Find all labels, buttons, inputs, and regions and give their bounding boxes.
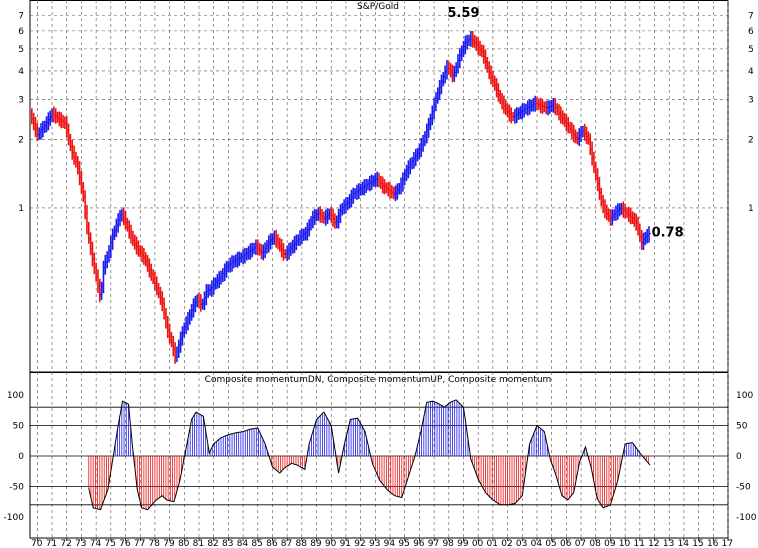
x-tick-label: 00 bbox=[472, 539, 484, 548]
x-tick-label: 91 bbox=[340, 539, 351, 548]
x-tick-label: 81 bbox=[193, 539, 204, 548]
x-tick-label: 96 bbox=[413, 539, 425, 548]
x-tick-label: 74 bbox=[90, 539, 102, 548]
y-tick-label-left: 1 bbox=[18, 204, 24, 214]
x-tick-label: 70 bbox=[31, 539, 43, 548]
x-tick-label: 84 bbox=[237, 539, 249, 548]
y-tick-label-right: 2 bbox=[748, 135, 754, 145]
x-tick-label: 98 bbox=[442, 539, 454, 548]
momentum-tick-left: 100 bbox=[7, 391, 24, 401]
y-tick-label-right: 7 bbox=[748, 12, 754, 22]
x-tick-label: 78 bbox=[149, 539, 161, 548]
x-tick-label: 75 bbox=[104, 539, 115, 548]
momentum-tick-left: 0 bbox=[18, 452, 24, 462]
x-tick-label: 95 bbox=[398, 539, 409, 548]
momentum-tick-right: 100 bbox=[736, 391, 753, 401]
annotation-label: 5.59 bbox=[447, 6, 479, 21]
x-tick-label: 15 bbox=[692, 539, 703, 548]
x-tick-label: 92 bbox=[354, 539, 365, 548]
x-tick-label: 16 bbox=[707, 539, 719, 548]
price-ratio-panel: 1 1 2 2 3 3 4 4 5 5 6 6 7 7 S&P/Gold 5.59 0.78 bbox=[18, 0, 754, 373]
x-tick-label: 93 bbox=[369, 539, 380, 548]
momentum-tick-right: -50 bbox=[736, 483, 751, 493]
x-tick-label: 11 bbox=[633, 539, 644, 548]
x-tick-label: 13 bbox=[663, 539, 674, 548]
x-tick-label: 71 bbox=[46, 539, 57, 548]
x-tick-label: 04 bbox=[531, 539, 543, 548]
momentum-title: Composite momentumDN, Composite momentum… bbox=[205, 375, 552, 385]
y-tick-label-left: 3 bbox=[18, 95, 24, 105]
x-tick-label: 99 bbox=[457, 539, 469, 548]
x-tick-label: 97 bbox=[428, 539, 439, 548]
x-tick-label: 10 bbox=[619, 539, 631, 548]
x-tick-label: 86 bbox=[266, 539, 278, 548]
x-tick-label: 90 bbox=[325, 539, 337, 548]
momentum-tick-right: 0 bbox=[736, 452, 742, 462]
momentum-tick-left: -50 bbox=[9, 483, 24, 493]
bottom-frame bbox=[29, 371, 729, 539]
y-tick-label-left: 5 bbox=[18, 45, 24, 55]
x-tick-label: 77 bbox=[134, 539, 145, 548]
x-tick-label: 80 bbox=[178, 539, 190, 548]
x-tick-label: 01 bbox=[487, 539, 498, 548]
y-tick-label-right: 4 bbox=[748, 67, 754, 77]
x-tick-label: 76 bbox=[119, 539, 131, 548]
x-tick-label: 79 bbox=[163, 539, 175, 548]
x-tick-label: 03 bbox=[516, 539, 527, 548]
x-tick-label: 14 bbox=[678, 539, 690, 548]
x-tick-label: 17 bbox=[722, 539, 733, 548]
x-tick-label: 02 bbox=[501, 539, 512, 548]
annotation-label: 0.78 bbox=[652, 225, 684, 240]
y-tick-label-right: 1 bbox=[748, 204, 754, 214]
x-tick-label: 07 bbox=[575, 539, 586, 548]
x-tick-label: 83 bbox=[222, 539, 233, 548]
y-tick-label-right: 3 bbox=[748, 95, 754, 105]
x-tick-label: 88 bbox=[296, 539, 308, 548]
x-tick-label: 05 bbox=[545, 539, 556, 548]
momentum-tick-right: 50 bbox=[736, 422, 748, 432]
x-tick-label: 12 bbox=[648, 539, 659, 548]
y-tick-label-right: 6 bbox=[748, 27, 754, 37]
x-tick-label: 73 bbox=[75, 539, 86, 548]
x-tick-label: 72 bbox=[60, 539, 71, 548]
momentum-line bbox=[88, 399, 651, 511]
x-tick-label: 09 bbox=[604, 539, 616, 548]
y-tick-label-left: 6 bbox=[18, 27, 24, 37]
x-tick-label: 82 bbox=[207, 539, 218, 548]
y-tick-label-right: 5 bbox=[748, 45, 754, 55]
x-tick-label: 94 bbox=[384, 539, 396, 548]
x-tick-label: 06 bbox=[560, 539, 572, 548]
x-tick-label: 87 bbox=[281, 539, 292, 548]
y-tick-label-left: 7 bbox=[18, 12, 24, 22]
y-tick-label-left: 4 bbox=[18, 67, 24, 77]
top-title: S&P/Gold bbox=[357, 2, 399, 12]
y-tick-label-left: 2 bbox=[18, 135, 24, 145]
x-tick-label: 08 bbox=[589, 539, 601, 548]
momentum-tick-left: 50 bbox=[13, 422, 25, 432]
x-tick-label: 85 bbox=[251, 539, 262, 548]
x-tick-label: 89 bbox=[310, 539, 322, 548]
momentum-tick-left: -100 bbox=[4, 513, 25, 523]
momentum-tick-right: -100 bbox=[736, 513, 757, 523]
